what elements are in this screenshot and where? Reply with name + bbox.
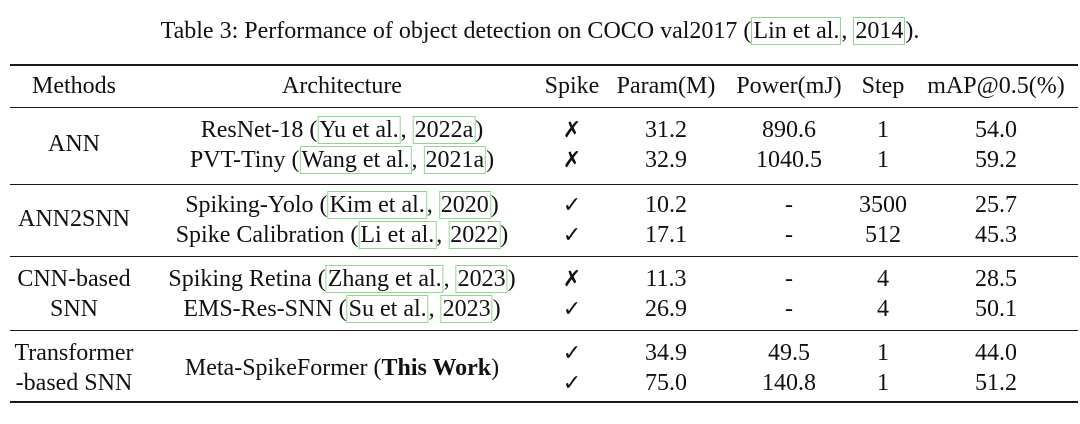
bottom-rule (10, 401, 1078, 403)
param-value: 34.9 (645, 340, 687, 366)
param-value: 11.3 (645, 266, 687, 292)
power-value: - (785, 192, 793, 218)
step-value: 1 (877, 340, 889, 366)
spike-check-icon: ✓ (562, 193, 582, 218)
map-value: 50.1 (975, 296, 1017, 322)
architecture-cell: Meta-SpikeFormer (This Work) (184, 355, 500, 381)
power-value: - (785, 296, 793, 322)
step-value: 4 (877, 296, 889, 322)
power-value: 140.8 (762, 370, 816, 396)
param-value: 31.2 (645, 117, 687, 143)
citation-year-link[interactable]: 2022a (412, 116, 476, 144)
step-value: 1 (877, 147, 889, 173)
architecture-cell: Spike Calibration (Li et al., 2022) (175, 221, 509, 249)
citation-year-link[interactable]: 2020 (438, 191, 491, 219)
step-value: 512 (865, 222, 901, 248)
method-label: CNN-based (17, 266, 131, 292)
citation-year-link[interactable]: 2023 (440, 295, 493, 323)
citation-link[interactable]: Yu et al. (317, 116, 401, 144)
spike-cross-icon: ✗ (562, 118, 582, 143)
architecture-cell: Spiking Retina (Zhang et al., 2023) (168, 265, 516, 293)
power-value: 890.6 (762, 117, 816, 143)
map-value: 51.2 (975, 370, 1017, 396)
param-value: 26.9 (645, 296, 687, 322)
method-label: ANN (48, 131, 100, 157)
power-value: 1040.5 (756, 147, 822, 173)
header-spike: Spike (544, 73, 600, 99)
group-rule (10, 330, 1078, 331)
spike-check-icon: ✓ (562, 341, 582, 366)
citation-link[interactable]: Li et al. (358, 221, 437, 249)
method-label: -based SNN (15, 370, 133, 396)
spike-cross-icon: ✗ (562, 148, 582, 173)
header-architecture: Architecture (282, 73, 402, 99)
map-value: 44.0 (975, 340, 1017, 366)
step-value: 1 (877, 370, 889, 396)
method-label: ANN2SNN (17, 206, 131, 232)
map-value: 45.3 (975, 222, 1017, 248)
citation-year-link[interactable]: 2023 (455, 265, 508, 293)
power-value: - (785, 222, 793, 248)
citation-year-link[interactable]: 2021a (423, 146, 487, 174)
power-value: - (785, 266, 793, 292)
citation-link[interactable]: Su et al. (346, 295, 429, 323)
citation-link[interactable]: Lin et al. (751, 17, 842, 45)
top-rule (10, 64, 1078, 66)
map-value: 25.7 (975, 192, 1017, 218)
param-value: 10.2 (645, 192, 687, 218)
method-label: Transformer (14, 340, 134, 366)
citation-year-link[interactable]: 2014 (853, 17, 906, 45)
citation-link[interactable]: Zhang et al. (325, 265, 444, 293)
map-value: 28.5 (975, 266, 1017, 292)
table-caption: Table 3: Performance of object detection… (160, 17, 920, 45)
group-rule (10, 256, 1078, 257)
power-value: 49.5 (768, 340, 810, 366)
method-label: SNN (49, 296, 99, 322)
architecture-cell: PVT-Tiny (Wang et al., 2021a) (189, 146, 495, 174)
spike-check-icon: ✓ (562, 297, 582, 322)
architecture-cell: ResNet-18 (Yu et al., 2022a) (200, 116, 484, 144)
citation-year-link[interactable]: 2022 (448, 221, 501, 249)
architecture-cell: EMS-Res-SNN (Su et al., 2023) (183, 295, 501, 323)
param-value: 17.1 (645, 222, 687, 248)
map-value: 59.2 (975, 147, 1017, 173)
header-power: Power(mJ) (736, 73, 842, 99)
citation-link[interactable]: Wang et al. (299, 146, 412, 174)
header-rule (10, 107, 1078, 108)
spike-cross-icon: ✗ (562, 267, 582, 292)
spike-check-icon: ✓ (562, 371, 582, 396)
citation-link[interactable]: Kim et al. (327, 191, 427, 219)
param-value: 32.9 (645, 147, 687, 173)
step-value: 1 (877, 117, 889, 143)
architecture-cell: Spiking-Yolo (Kim et al., 2020) (185, 191, 499, 219)
spike-check-icon: ✓ (562, 223, 582, 248)
step-value: 3500 (859, 192, 907, 218)
header-methods: Methods (32, 73, 116, 99)
map-value: 54.0 (975, 117, 1017, 143)
header-map: mAP@0.5(%) (927, 73, 1065, 99)
group-rule (10, 184, 1078, 185)
header-step: Step (861, 73, 905, 99)
step-value: 4 (877, 266, 889, 292)
param-value: 75.0 (645, 370, 687, 396)
header-param: Param(M) (616, 73, 716, 99)
